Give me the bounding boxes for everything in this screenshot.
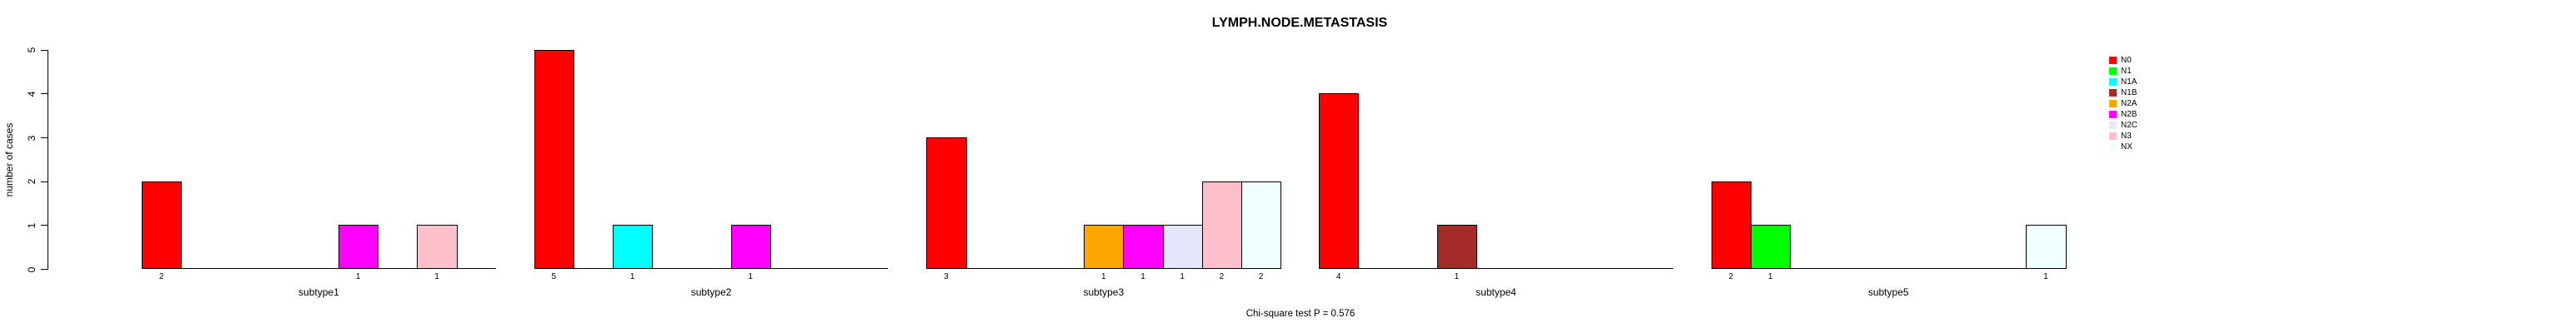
legend-label: N2C (2121, 121, 2138, 131)
bar-subtype5-N1 (1751, 225, 1792, 269)
legend-label: N1 (2121, 66, 2132, 76)
legend-swatch-N2B (2109, 111, 2117, 118)
y-tick-label: 3 (26, 135, 38, 141)
bar-subtype5-NX (2026, 225, 2067, 269)
bar-subtype1-N2B (338, 225, 379, 269)
legend-swatch-N2A (2109, 99, 2117, 107)
y-tick (40, 225, 48, 226)
bar-subtype3-N2A (1084, 225, 1125, 269)
y-tick (40, 49, 48, 51)
bar-subtype3-N3 (1201, 181, 1242, 269)
bar-value-label: 1 (748, 272, 754, 281)
bar-subtype2-N1A (613, 225, 654, 269)
y-tick (40, 93, 48, 95)
bar-subtype3-N2C (1162, 225, 1203, 269)
bar-subtype2-N2B (730, 225, 771, 269)
legend-label: N2B (2121, 110, 2137, 119)
y-axis-label: number of cases (3, 122, 15, 197)
bar-value-label: 5 (551, 272, 557, 281)
group-label-subtype1: subtype1 (298, 286, 339, 298)
bar-value-label: 2 (1219, 272, 1225, 281)
x-axis-line (1711, 268, 2066, 269)
legend-swatch-N1 (2109, 67, 2117, 75)
bar-value-label: 1 (355, 272, 361, 281)
bar-subtype4-N0 (1319, 93, 1360, 269)
group-label-subtype5: subtype5 (1867, 286, 1909, 298)
y-tick-label: 4 (26, 91, 38, 97)
bar-value-label: 3 (944, 272, 949, 281)
legend-swatch-N2C (2109, 122, 2117, 130)
legend-label: N2A (2121, 98, 2137, 108)
chi-square-annotation: Chi-square test P = 0.576 (1245, 309, 1356, 319)
bar-value-label: 2 (1258, 272, 1264, 281)
legend-swatch-N0 (2109, 56, 2117, 64)
legend-label: N0 (2121, 55, 2132, 65)
bar-subtype4-N1B (1436, 225, 1477, 269)
group-label-subtype3: subtype3 (1083, 286, 1125, 298)
bar-subtype2-N0 (534, 49, 574, 269)
legend-label: N3 (2121, 132, 2132, 142)
bar-subtype1-N0 (142, 181, 183, 269)
bar-subtype3-N0 (926, 137, 967, 269)
y-tick-label: 1 (26, 222, 38, 229)
bar-value-label: 1 (629, 272, 635, 281)
bar-value-label: 1 (2043, 272, 2048, 281)
bar-value-label: 1 (1101, 272, 1106, 281)
group-label-subtype2: subtype2 (690, 286, 732, 298)
y-tick-label: 0 (26, 266, 38, 272)
y-tick-label: 5 (26, 47, 38, 53)
bar-subtype5-N0 (1711, 181, 1752, 269)
y-tick (40, 269, 48, 270)
group-label-subtype4: subtype4 (1476, 286, 1516, 298)
bar-value-label: 2 (158, 272, 164, 281)
legend-label: N1A (2121, 77, 2137, 87)
bar-value-label: 2 (1728, 272, 1734, 281)
legend-label: NX (2121, 142, 2132, 152)
bar-value-label: 1 (1180, 272, 1185, 281)
legend-swatch-N3 (2109, 132, 2117, 141)
legend-swatch-NX (2109, 143, 2117, 152)
x-axis-line (142, 268, 496, 269)
bar-subtype3-NX (1241, 181, 1282, 269)
bar-value-label: 1 (434, 272, 439, 281)
bar-subtype1-N3 (417, 225, 458, 269)
bar-value-label: 1 (1454, 272, 1460, 281)
x-axis-line (534, 268, 889, 269)
y-tick (40, 181, 48, 182)
bar-value-label: 1 (1767, 272, 1773, 281)
x-axis-line (1319, 268, 1673, 269)
legend-label: N1B (2121, 87, 2137, 97)
y-tick (40, 137, 48, 139)
bar-subtype3-N2B (1123, 225, 1164, 269)
legend-swatch-N1A (2109, 77, 2117, 86)
bar-value-label: 4 (1336, 272, 1341, 281)
bar-value-label: 1 (1140, 272, 1145, 281)
legend-swatch-N1B (2109, 88, 2117, 97)
y-tick-label: 2 (26, 178, 38, 185)
chart-title: LYMPH.NODE.METASTASIS (1211, 16, 1388, 30)
